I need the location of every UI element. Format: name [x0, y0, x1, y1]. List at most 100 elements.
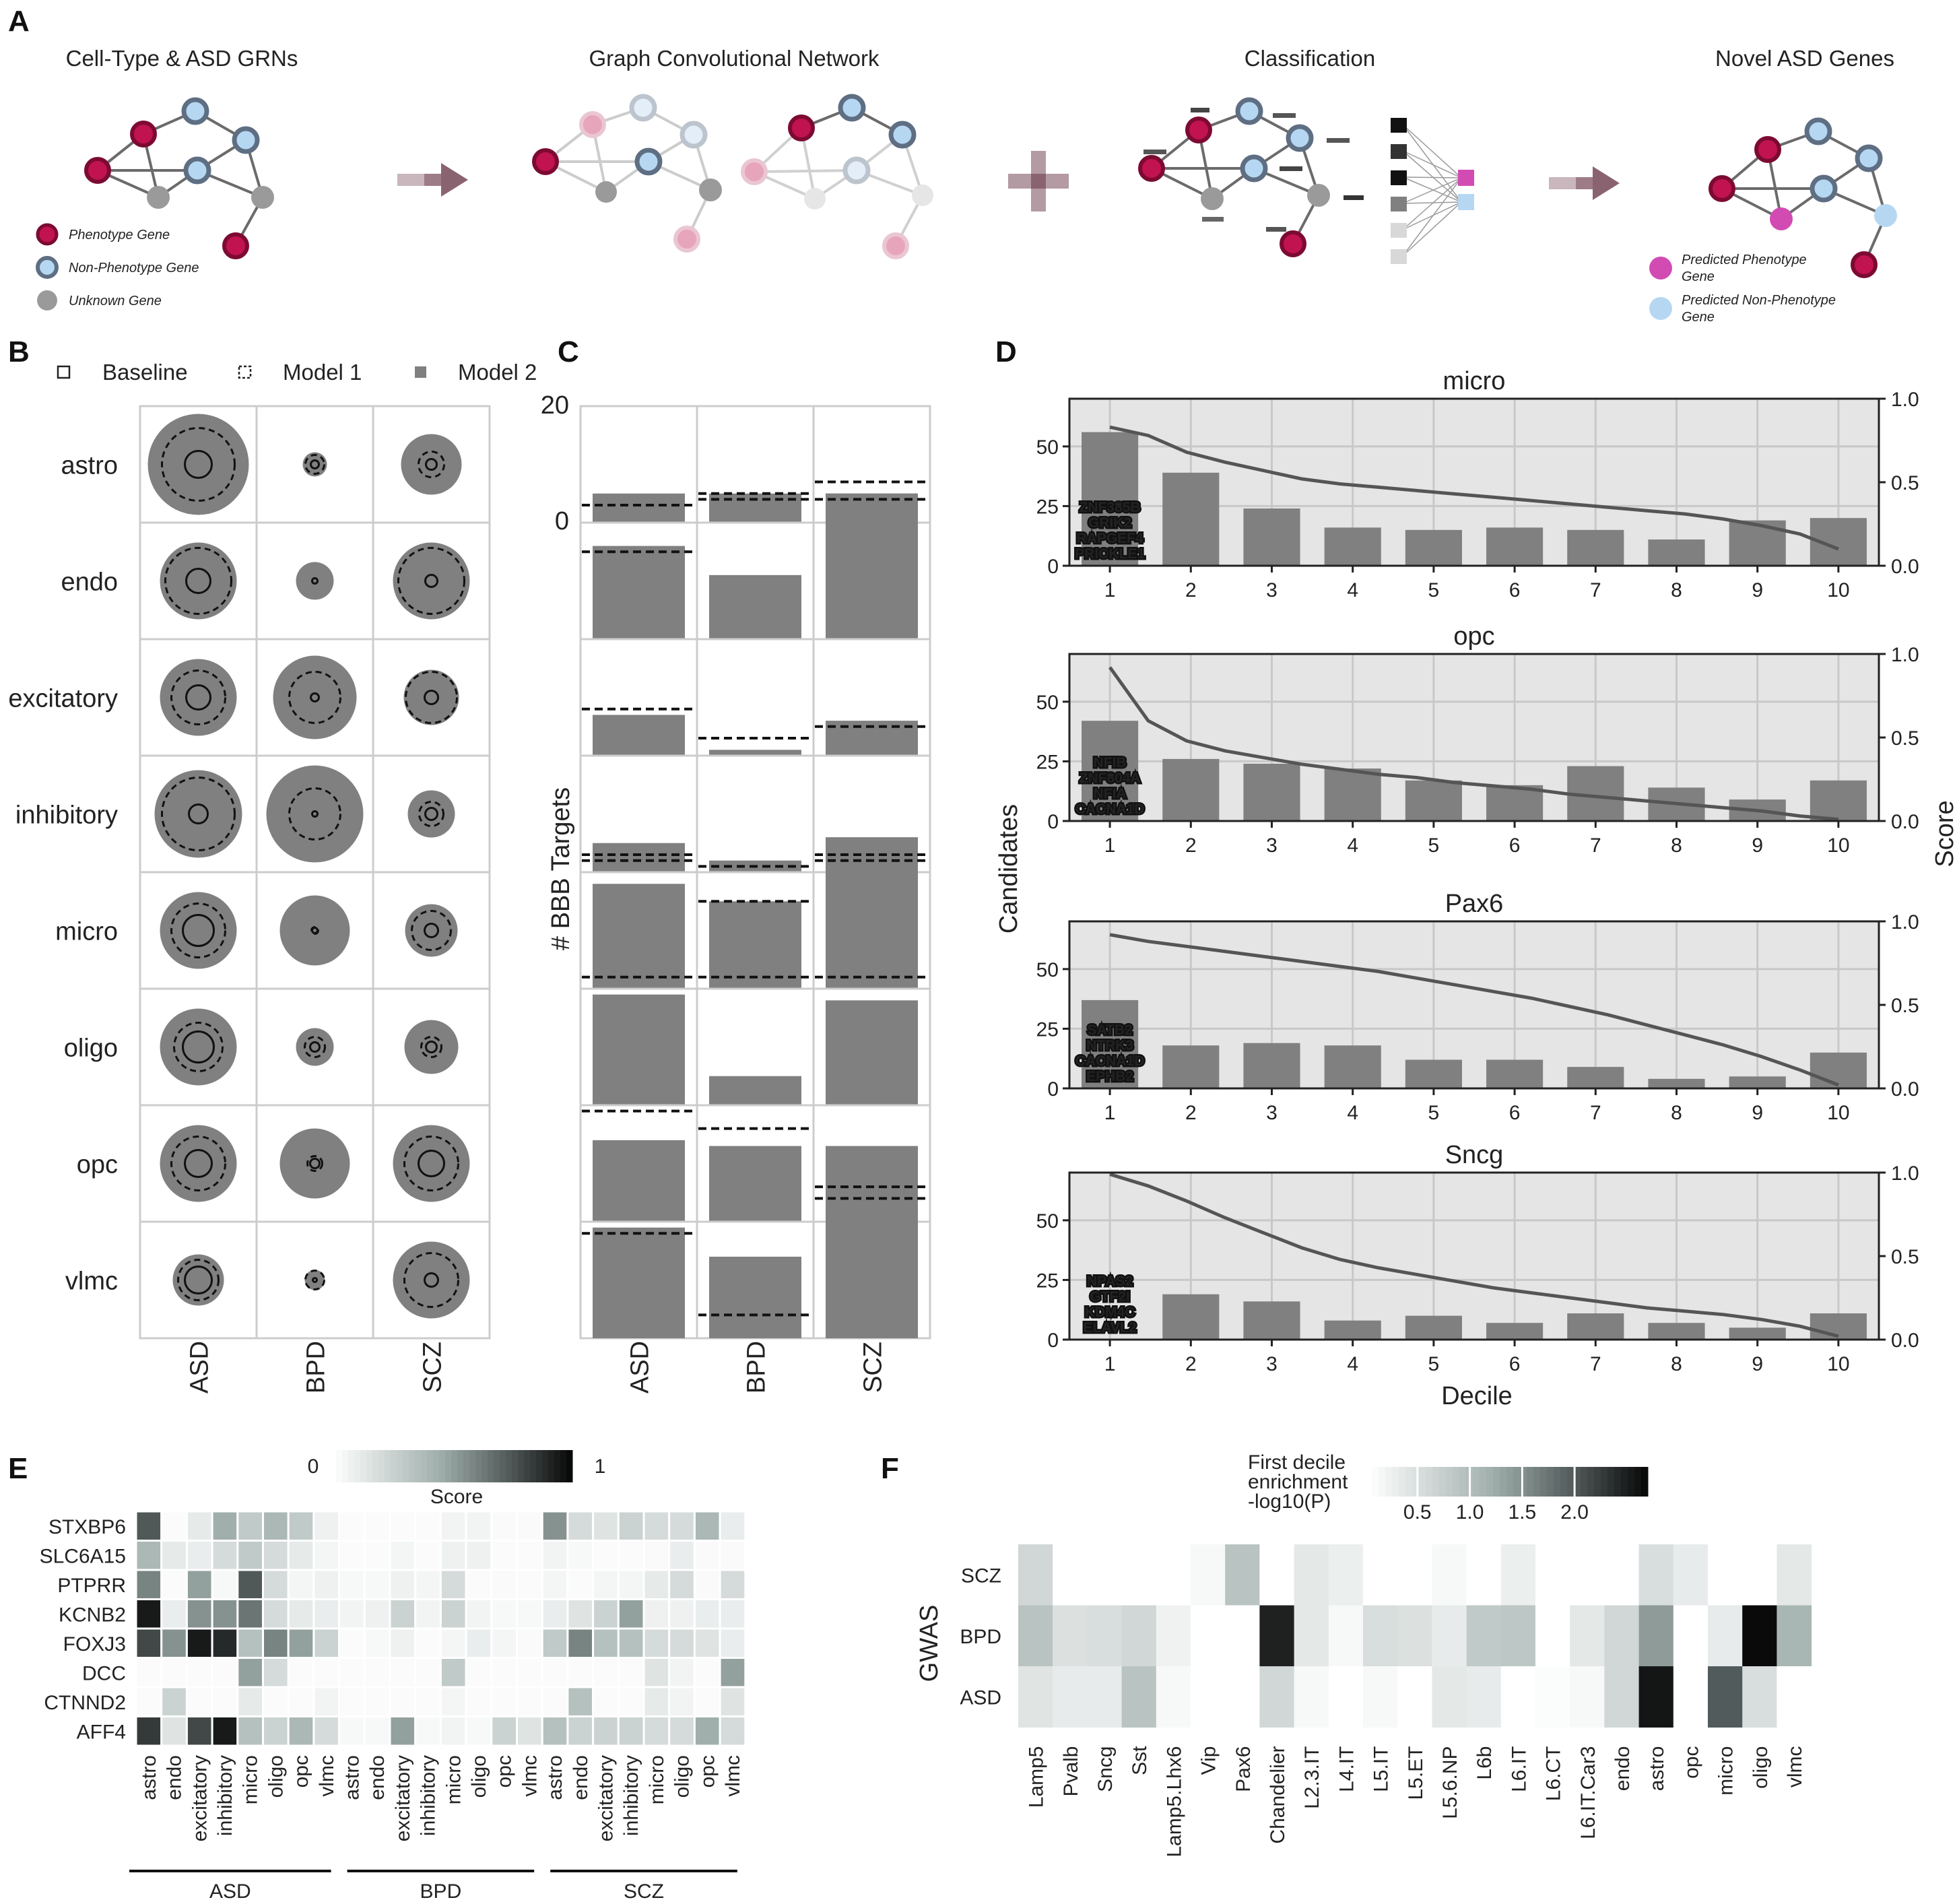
b-row-label-inhibitory: inhibitory [15, 801, 118, 830]
b-model1-circle-excitatory-bpd [288, 671, 341, 724]
d-xtick-label: 9 [1752, 1102, 1763, 1124]
d-bar-pax6-6 [1486, 1059, 1544, 1088]
e-cell-kcnb2-18 [592, 1598, 620, 1630]
e-cell-aff4-17 [566, 1715, 595, 1747]
e-cell-dcc-21 [668, 1657, 696, 1688]
e-cell-kcnb2-8 [338, 1598, 366, 1630]
e-colorbar-step [512, 1450, 519, 1482]
b-model1-circle-inhibitory-asd [161, 777, 236, 851]
d-bar-pax6-10 [1810, 1052, 1867, 1088]
e-colorbar-step [488, 1450, 494, 1482]
phenotype-gene-marker [36, 223, 59, 246]
e-cell-aff4-22 [693, 1715, 721, 1747]
e-cell-aff4-6 [287, 1715, 315, 1747]
f-cell-scz-lamp5-lhx6 [1156, 1544, 1191, 1606]
c-cell-inhibitory-bpd [696, 754, 815, 874]
e-cell-foxj3-11 [414, 1627, 442, 1659]
e-cell-ctnnd2-1 [160, 1686, 188, 1717]
f-colorbar-step [1480, 1467, 1487, 1497]
e-cell-stxbp6-1 [160, 1510, 188, 1542]
e-cell-ctnnd2-2 [185, 1686, 213, 1717]
d-ylabel-right: Score [1931, 800, 1957, 867]
c-bar-vlmc-asd [593, 1227, 685, 1338]
e-cell-ctnnd2-20 [642, 1686, 671, 1717]
legend-b: Baseline Model 1 Model 2 [57, 360, 537, 385]
e-row-label-foxj3: FOXJ3 [63, 1633, 126, 1655]
f-cell-bpd-lamp5-lhx6 [1156, 1605, 1191, 1667]
e-cell-ptprr-14 [490, 1569, 518, 1600]
d-bar-opc-5 [1405, 780, 1462, 821]
d-bar-sncg-9 [1729, 1327, 1786, 1340]
e-cell-dcc-5 [262, 1657, 290, 1688]
legend-unknown-gene: Unknown Gene [69, 294, 162, 308]
d-score-line-micro [1109, 425, 1839, 551]
f-colorbar-step [1379, 1467, 1386, 1497]
f-colorbar-step [1554, 1467, 1561, 1497]
b-model2-circle-oligo-scz [404, 1020, 459, 1074]
legend-model1: Model 1 [283, 360, 362, 385]
baseline-marker [57, 365, 71, 379]
d-bar-micro-2 [1162, 472, 1220, 566]
b-model1-circle-micro-scz [411, 910, 452, 951]
b-model1-circle-opc-scz [403, 1136, 459, 1191]
c-bar-micro-asd [593, 884, 685, 989]
e-cell-ctnnd2-23 [719, 1686, 747, 1717]
e-colorbar-step [475, 1450, 482, 1482]
e-cell-ptprr-21 [668, 1569, 696, 1600]
f-col-label-micro: micro [1715, 1746, 1737, 1796]
e-cell-ctnnd2-15 [516, 1686, 543, 1717]
e-cell-ctnnd2-22 [693, 1686, 721, 1717]
f-colorbar-step [1372, 1467, 1379, 1497]
e-cell-dcc-9 [363, 1657, 391, 1688]
f-cbar-title-2: enrichment [1248, 1471, 1348, 1493]
f-cell-scz-astro [1638, 1544, 1674, 1606]
e-cell-ctnnd2-10 [389, 1686, 417, 1717]
f-cell-bpd-l6-it [1500, 1605, 1536, 1667]
b-baseline-circle-astro-asd [184, 450, 213, 479]
e-cell-kcnb2-2 [185, 1598, 213, 1630]
e-col-label-astro: astro [341, 1755, 363, 1800]
e-colorbar-step [554, 1450, 561, 1482]
d-gene-label: CACNA1D [1075, 1053, 1145, 1069]
d-xtick-label: 5 [1428, 1102, 1440, 1124]
panel-label-d: D [995, 335, 1017, 368]
f-colorbar-step [1412, 1467, 1420, 1497]
f-col-label-pvalb: Pvalb [1060, 1746, 1082, 1797]
legend-a-left: Phenotype Gene Non-Phenotype Gene Unknow… [36, 223, 199, 310]
b-baseline-circle-oligo-bpd [309, 1041, 321, 1053]
e-cell-stxbp6-5 [262, 1510, 290, 1542]
d-xtick-label: 6 [1509, 1353, 1521, 1375]
e-col-label-micro: micro [240, 1755, 262, 1804]
f-cell-asd-sst [1121, 1666, 1157, 1728]
f-col-label-opc: opc [1680, 1746, 1702, 1779]
f-colorbar-step [1533, 1467, 1541, 1497]
e-cell-dcc-4 [236, 1657, 264, 1688]
e-col-label-vlmc: vlmc [519, 1755, 541, 1797]
e-group-label-scz: SCZ [624, 1880, 664, 1901]
c-col-label-bpd: BPD [743, 1341, 771, 1393]
e-cell-ctnnd2-17 [566, 1686, 595, 1717]
legend-a-right: Predicted Phenotype Gene Predicted Non-P… [1649, 253, 1836, 325]
e-cell-ctnnd2-3 [211, 1686, 239, 1717]
d-ltick-label: 50 [1036, 959, 1059, 981]
d-rtick-label: 0.0 [1891, 556, 1919, 578]
d-bar-pax6-8 [1648, 1078, 1705, 1088]
e-cell-ptprr-23 [719, 1569, 747, 1600]
d-xtick-label: 6 [1509, 834, 1521, 857]
e-colorbar-step [397, 1450, 403, 1482]
d-bar-sncg-2 [1162, 1294, 1220, 1340]
e-cell-dcc-20 [642, 1657, 671, 1688]
f-colorbar-step [1446, 1467, 1453, 1497]
e-cell-stxbp6-16 [541, 1510, 569, 1542]
e-cell-aff4-15 [516, 1715, 543, 1747]
e-cell-stxbp6-2 [185, 1510, 213, 1542]
b-model1-circle-vlmc-asd [177, 1259, 220, 1301]
d-gene-label: ZNF804A [1080, 770, 1141, 786]
e-colorbar-step [403, 1450, 409, 1482]
d-score-line-pax6 [1109, 933, 1839, 1087]
e-cell-ctnnd2-0 [135, 1686, 163, 1717]
e-cell-dcc-0 [135, 1657, 163, 1688]
d-bar-micro-8 [1648, 539, 1705, 566]
e-cell-ptprr-12 [439, 1569, 467, 1600]
f-col-label-l6-ct: L6.CT [1543, 1746, 1565, 1802]
